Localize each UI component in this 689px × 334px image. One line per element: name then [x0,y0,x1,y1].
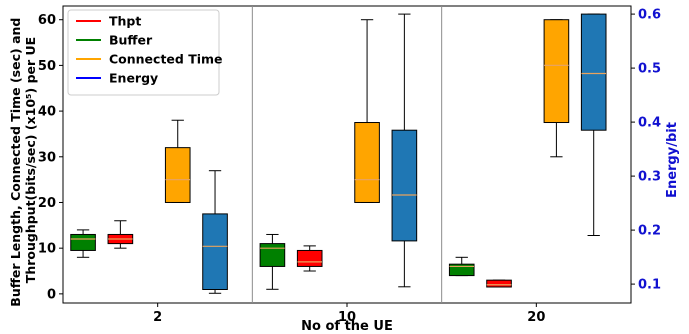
y2-tick-label-0-2: 0.2 [638,224,661,239]
x-tick-label-20: 20 [527,310,545,325]
box-buffer-20 [448,256,475,277]
box-buffer-10 [259,233,286,290]
legend-box [67,9,220,96]
y-tick-label-60: 60 [38,13,56,28]
box-thpt-20 [486,279,512,288]
box-body-connected-time-20 [543,19,570,124]
box-body-energy-10 [391,129,418,242]
x-tick-label-2: 2 [153,310,162,325]
legend-label-buffer: Buffer [109,33,153,48]
box-buffer-2 [70,229,96,258]
box-body-thpt-20 [486,279,512,288]
x-axis-label: No of the UE [301,319,393,334]
box-body-thpt-10 [296,249,323,267]
box-body-buffer-10 [259,243,286,267]
legend: Thpt Buffer Connected Time Energy [67,9,223,96]
y-axis-label-line-1: Buffer Length, Connected Time (sec) and [8,18,23,307]
y-tick-label-30: 30 [38,150,56,165]
y2-axis-label: Energy/bit [665,122,680,198]
box-energy-2 [202,170,228,294]
box-connected-time-20 [543,19,570,158]
box-body-connected-time-2 [164,147,191,203]
box-connected-time-2 [164,119,191,203]
box-energy-20 [580,13,607,236]
y2-tick-label-0-5: 0.5 [638,62,661,77]
x-tick-label-10: 10 [338,310,356,325]
y-axis-label: Buffer Length, Connected Time (sec) and … [8,13,38,306]
y-axis-label-line-2: Throughput(bits/sec) (x10⁵) per UE [23,37,38,283]
legend-label-thpt: Thpt [109,14,141,29]
box-body-energy-2 [202,213,228,290]
y2-tick-label-0-4: 0.4 [638,116,661,131]
y-tick-label-10: 10 [38,242,56,257]
y2-tick-label-0-3: 0.3 [638,170,661,185]
y-tick-label-50: 50 [38,59,56,74]
box-body-energy-20 [580,13,607,131]
y2-tick-label-0-1: 0.1 [638,278,661,293]
legend-label-energy: Energy [109,71,158,86]
box-thpt-2 [107,220,134,249]
box-thpt-10 [296,245,323,272]
box-body-buffer-20 [448,263,475,277]
legend-label-connected-time: Connected Time [109,52,223,67]
y2-tick-label-0-6: 0.6 [638,8,661,23]
y-tick-label-40: 40 [38,105,56,120]
box-connected-time-10 [354,19,380,203]
y-tick-label-0: 0 [47,287,56,302]
box-energy-10 [391,13,418,288]
y-tick-label-20: 20 [38,196,56,211]
box-body-connected-time-10 [354,122,380,203]
box-body-buffer-2 [70,233,96,251]
